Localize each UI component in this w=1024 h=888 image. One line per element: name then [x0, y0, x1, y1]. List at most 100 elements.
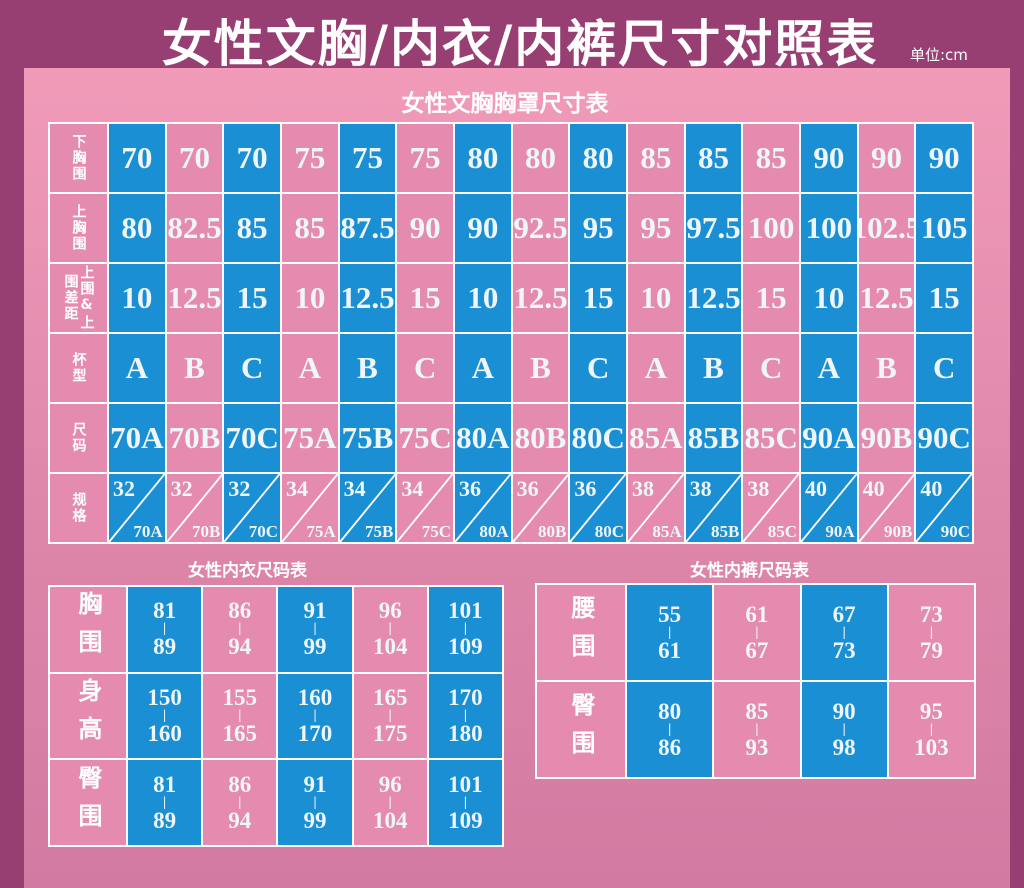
range-separator: | [929, 624, 933, 640]
range-min: 90 [832, 698, 856, 724]
diagonal-line [858, 474, 915, 542]
diagonal-line [397, 474, 453, 542]
range-cell: 170 | 180 [428, 673, 502, 759]
range-max: 67 [745, 637, 769, 663]
size-cell: 70A [109, 404, 165, 472]
range-separator: | [313, 621, 317, 637]
row-label: 下胸围 [50, 124, 107, 192]
size-cell: 82.5 [166, 194, 223, 262]
spec-size: 90B [883, 522, 913, 541]
spec-cell: 32 70C [224, 474, 280, 542]
size-cell: 70B [166, 404, 223, 472]
spec-split: 32 70B [166, 474, 223, 542]
panties-table-title: 女性内裤尺码表 [690, 561, 809, 581]
spec-band: 32 [170, 476, 193, 501]
size-cell: 100 [801, 194, 857, 262]
range-separator: | [163, 707, 167, 723]
range-min: 160 [297, 684, 333, 710]
spec-size: 70B [191, 522, 221, 541]
diagonal-line [109, 474, 165, 542]
row-label: 胸围 [50, 587, 126, 672]
spec-size: 70C [248, 522, 278, 541]
size-cell: C [224, 334, 280, 402]
spec-split: 36 80C [570, 474, 626, 542]
range-min: 81 [153, 771, 177, 797]
size-cell: 80 [109, 194, 165, 262]
spec-band: 40 [862, 476, 885, 501]
row-label: 身高 [50, 673, 126, 759]
spec-size: 85A [652, 522, 682, 541]
row-label: 规格 [50, 474, 107, 542]
size-cell: 90 [397, 194, 453, 262]
range-cell: 81 | 89 [128, 587, 202, 672]
spec-split: 38 85A [628, 474, 684, 542]
spec-size: 85B [710, 522, 740, 541]
diagonal-line [339, 474, 396, 542]
spec-split: 38 85B [685, 474, 742, 542]
range-max: 73 [832, 637, 856, 663]
range-min: 170 [448, 684, 483, 710]
size-cell: C [397, 334, 453, 402]
unit-label: 单位:cm [910, 46, 968, 64]
range-separator: | [388, 621, 392, 637]
size-cell: 80C [570, 404, 626, 472]
size-cell: 102.5 [858, 194, 915, 262]
range-cell: 61 | 67 [714, 585, 800, 680]
size-cell: 75 [339, 124, 396, 192]
spec-band: 36 [516, 476, 539, 501]
range-max: 175 [372, 720, 408, 746]
size-cell: B [685, 334, 742, 402]
spec-band: 34 [286, 476, 308, 501]
range-cell: 96 | 104 [353, 587, 427, 672]
spec-size: 90A [825, 522, 855, 541]
diagonal-line [916, 474, 972, 542]
size-cell: 75C [397, 404, 453, 472]
size-cell: 75 [397, 124, 453, 192]
spec-band: 32 [228, 476, 251, 501]
spec-band: 36 [574, 476, 597, 501]
range-min: 91 [303, 771, 327, 797]
spec-cell: 34 75C [397, 474, 453, 542]
spec-cell: 32 70A [109, 474, 165, 542]
diagonal-line [224, 474, 280, 542]
spec-band: 34 [401, 476, 424, 501]
spec-band: 38 [632, 476, 654, 501]
size-cell: 10 [282, 264, 338, 332]
range-separator: | [463, 621, 467, 637]
size-cell: 95 [628, 194, 684, 262]
spec-split: 40 90B [858, 474, 915, 542]
size-cell: B [858, 334, 915, 402]
range-separator: | [238, 621, 242, 637]
range-max: 109 [448, 634, 483, 660]
size-cell: 10 [455, 264, 511, 332]
range-cell: 96 | 104 [353, 760, 427, 845]
range-max: 104 [372, 807, 408, 833]
range-separator: | [668, 624, 672, 640]
row-label: 腰围 [537, 585, 625, 680]
range-max: 103 [914, 734, 949, 760]
size-cell: 15 [916, 264, 972, 332]
spec-split: 40 90C [916, 474, 972, 542]
bra-table-title: 女性文胸胸罩尺寸表 [401, 91, 609, 117]
size-cell: 85 [224, 194, 280, 262]
range-max: 165 [222, 720, 258, 746]
spec-cell: 40 90B [858, 474, 915, 542]
spec-band: 40 [920, 476, 943, 501]
range-min: 155 [222, 684, 258, 710]
spec-size: 80C [594, 522, 624, 541]
row-label: 上胸围 [50, 194, 107, 262]
size-cell: 85C [743, 404, 799, 472]
range-cell: 101 | 109 [428, 587, 502, 672]
size-cell: 70 [109, 124, 165, 192]
range-separator: | [163, 794, 167, 810]
range-max: 109 [448, 807, 483, 833]
spec-cell: 34 75B [339, 474, 396, 542]
range-cell: 101 | 109 [428, 760, 502, 845]
range-max: 79 [919, 637, 943, 663]
spec-split: 34 75B [339, 474, 396, 542]
range-min: 101 [448, 598, 483, 624]
range-min: 150 [147, 684, 182, 710]
size-cell: 85 [628, 124, 684, 192]
size-cell: 85 [743, 124, 799, 192]
size-cell: 75A [282, 404, 338, 472]
